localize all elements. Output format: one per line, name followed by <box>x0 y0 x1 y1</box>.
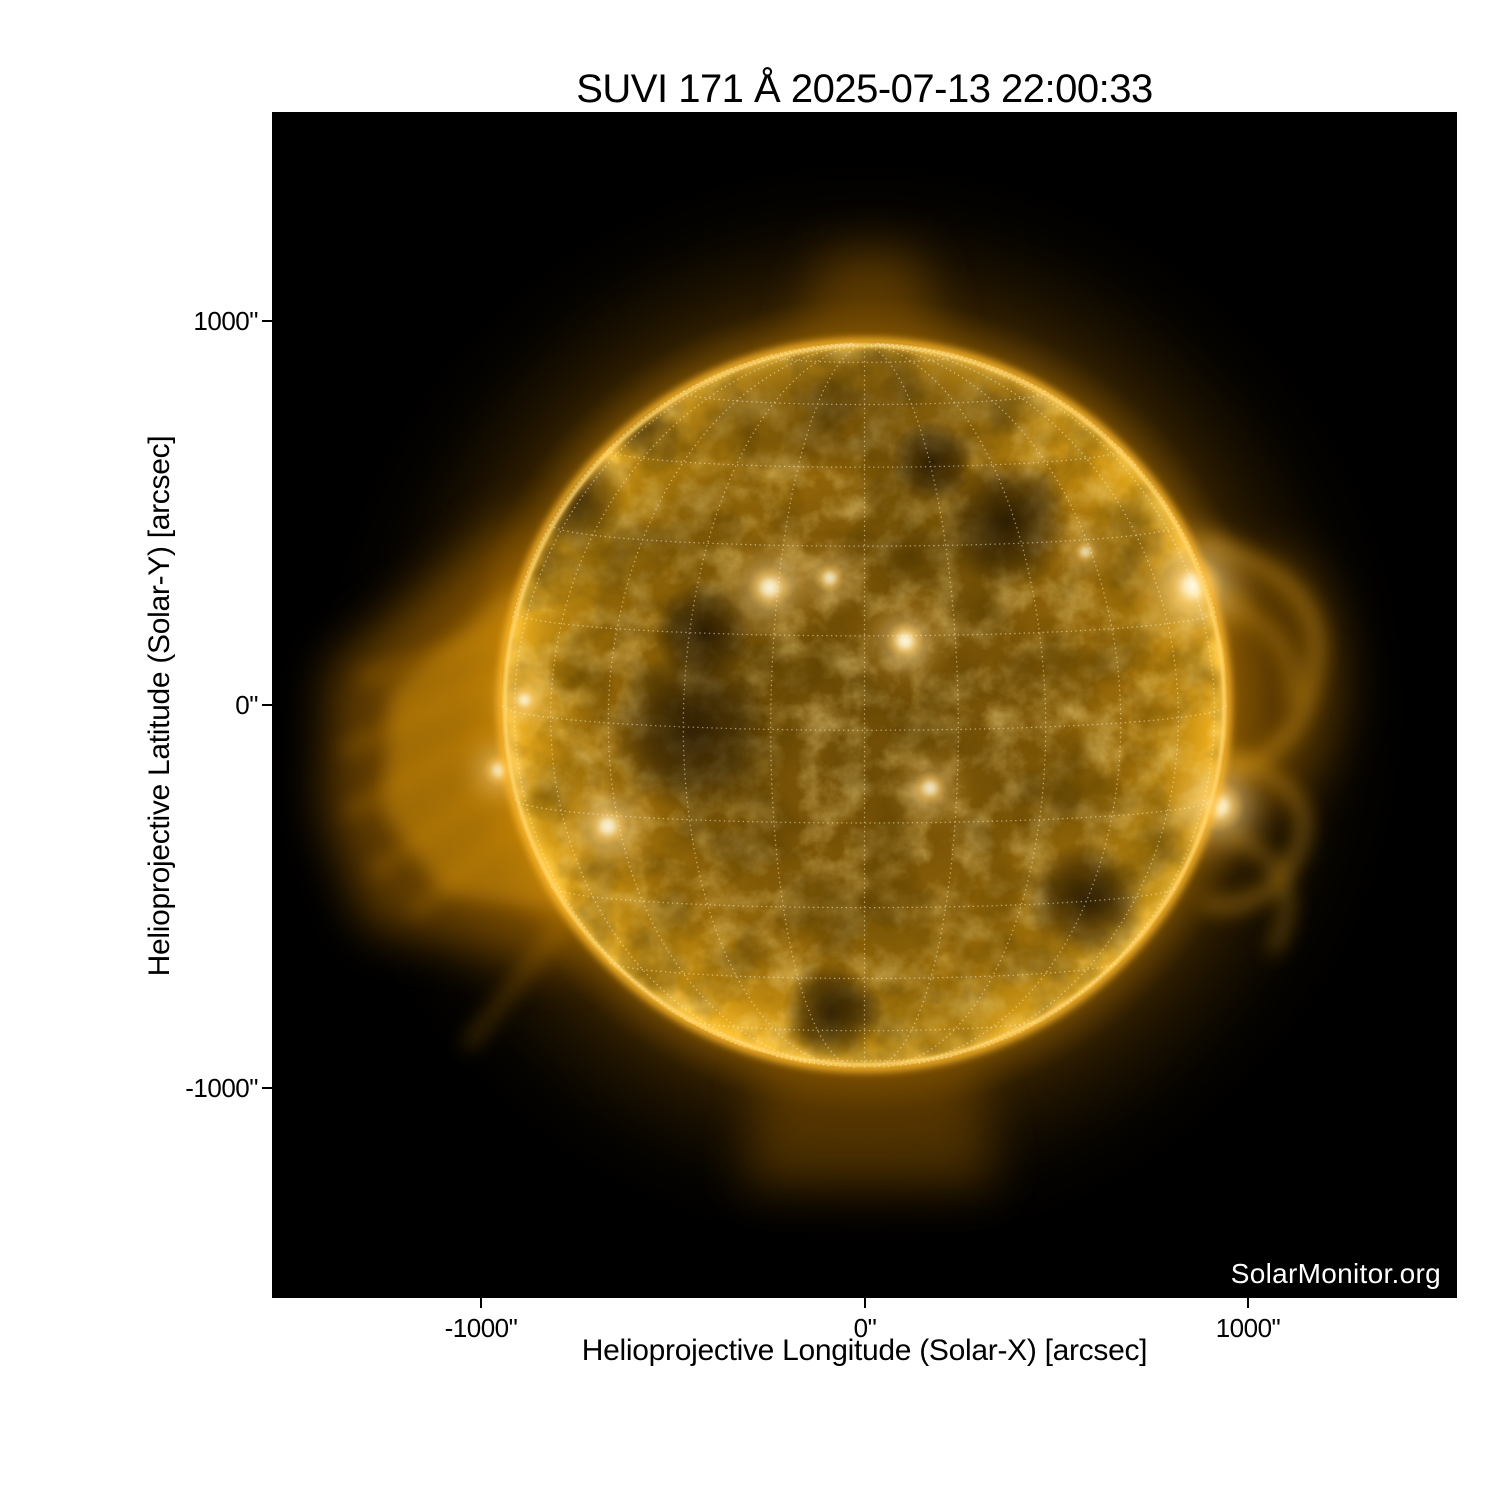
y-tick-label: 1000" <box>193 306 258 336</box>
limb-brightening <box>497 338 1232 1072</box>
active-regions <box>459 515 1279 875</box>
page-title: SUVI 171 Å 2025-07-13 22:00:33 <box>576 67 1153 111</box>
x-tick-label: 0" <box>853 1313 877 1343</box>
x-tick-mark <box>1247 1298 1249 1308</box>
x-tick-label: -1000" <box>444 1313 518 1343</box>
y-tick-mark <box>262 704 272 706</box>
plot-area: SolarMonitor.org <box>272 112 1457 1298</box>
y-tick-label: 0" <box>235 690 258 720</box>
x-tick-label: 1000" <box>1215 1313 1281 1343</box>
x-axis-label: Helioprojective Longitude (Solar-X) [arc… <box>581 1334 1148 1367</box>
x-tick-mark <box>864 1298 866 1308</box>
y-tick-mark <box>262 1087 272 1089</box>
watermark: SolarMonitor.org <box>1230 1258 1441 1289</box>
heliographic-grid <box>501 343 1228 1068</box>
x-tick-mark <box>480 1298 482 1308</box>
solar-euv-image <box>272 112 1457 1298</box>
y-tick-mark <box>262 320 272 322</box>
y-tick-label: -1000" <box>185 1073 258 1103</box>
